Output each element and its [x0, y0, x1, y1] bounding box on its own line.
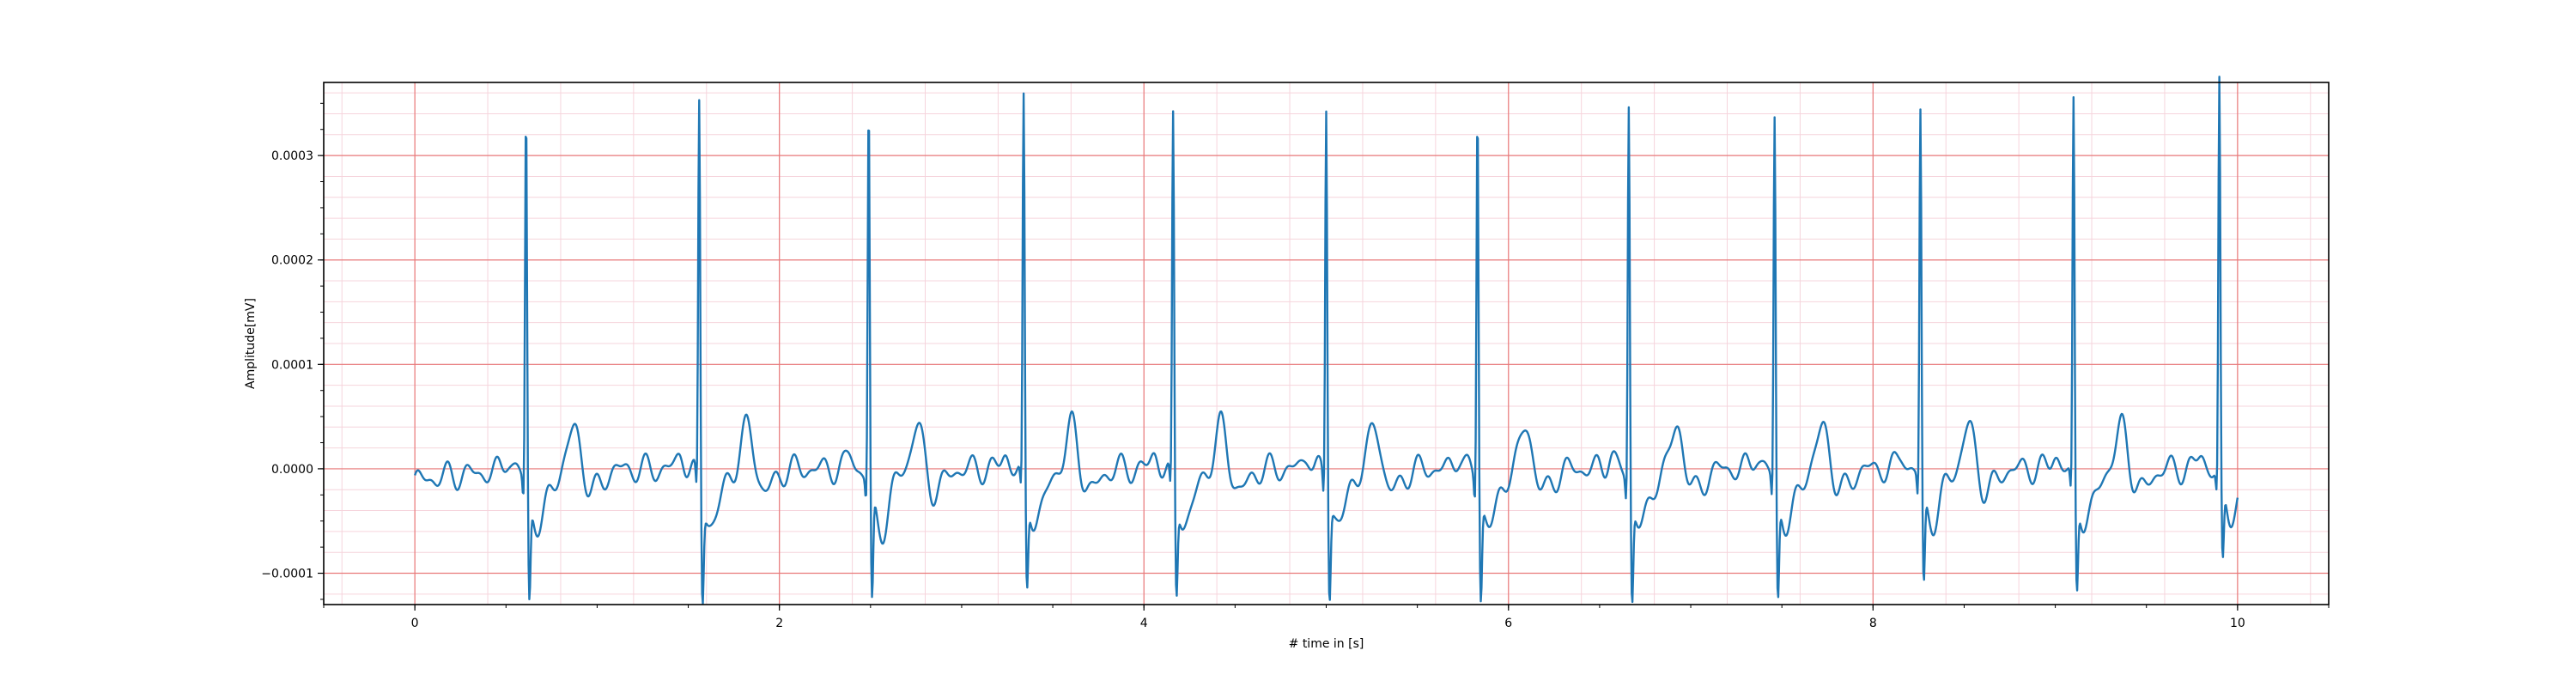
x-tick-label: 2 [775, 617, 783, 630]
y-axis-ticks: −0.0001 0.0000 0.0001 0.0002 0.0003 [261, 102, 324, 600]
y-tick-label: 0.0002 [271, 254, 313, 268]
x-tick-label: 0 [411, 617, 419, 630]
x-tick-label: 8 [1869, 617, 1877, 630]
series-group [414, 76, 2239, 605]
y-tick-label: 0.0003 [271, 149, 313, 163]
x-tick-label: 10 [2230, 617, 2245, 630]
x-axis-ticks: 0 2 4 6 8 10 [323, 605, 2330, 630]
y-axis-label: Amplitude[mV] [244, 298, 258, 389]
ecg-signal-line [414, 76, 2239, 605]
major-grid [324, 82, 2329, 605]
x-axis-label: # time in [s] [1289, 637, 1364, 651]
y-tick-label: 0.0000 [271, 463, 313, 477]
y-tick-label: 0.0001 [271, 358, 313, 372]
x-tick-label: 6 [1504, 617, 1512, 630]
x-tick-label: 4 [1140, 617, 1148, 630]
y-tick-label: −0.0001 [261, 568, 313, 581]
